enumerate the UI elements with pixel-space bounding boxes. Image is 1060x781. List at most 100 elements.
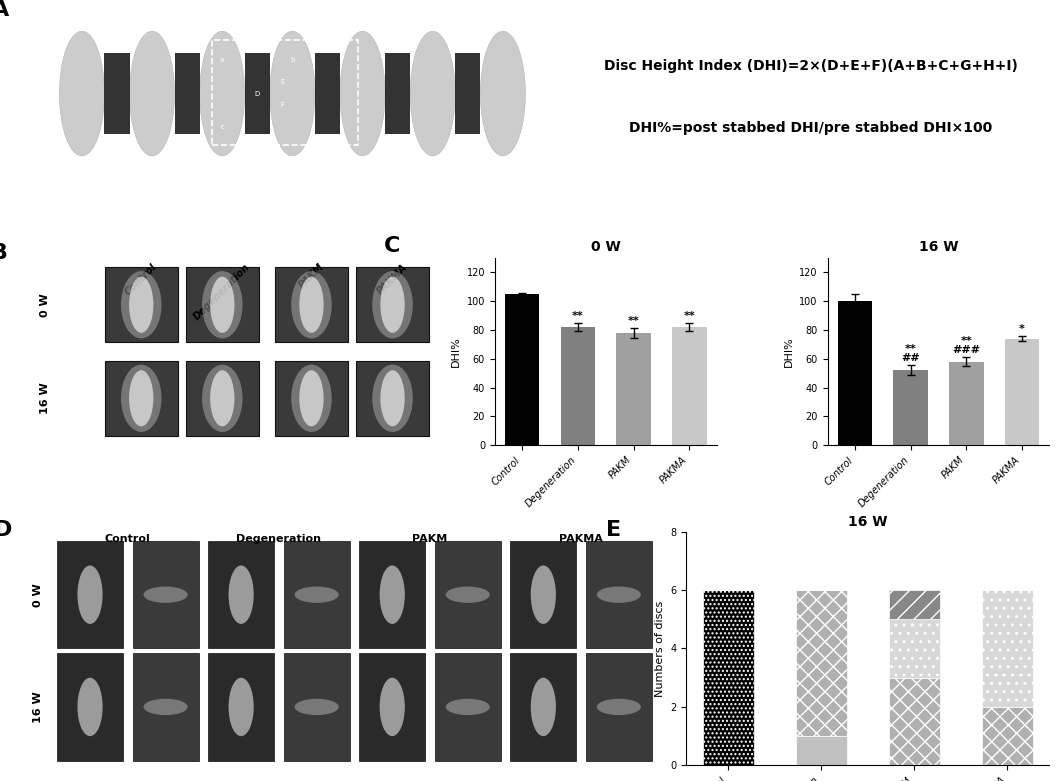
Ellipse shape — [379, 678, 405, 736]
Text: **: ** — [905, 344, 917, 355]
Ellipse shape — [299, 370, 323, 426]
Text: E: E — [280, 80, 284, 85]
FancyBboxPatch shape — [275, 267, 348, 342]
Ellipse shape — [597, 699, 641, 715]
FancyBboxPatch shape — [208, 541, 275, 648]
Text: *: * — [1019, 323, 1025, 333]
Ellipse shape — [129, 31, 175, 156]
Text: ##: ## — [901, 353, 920, 363]
Ellipse shape — [229, 565, 253, 624]
Text: c: c — [220, 124, 224, 130]
Bar — [796, 590, 847, 736]
Ellipse shape — [372, 271, 412, 338]
Ellipse shape — [597, 587, 641, 603]
FancyBboxPatch shape — [586, 653, 652, 761]
Bar — [949, 362, 984, 445]
Text: B: B — [0, 243, 8, 263]
FancyBboxPatch shape — [105, 361, 178, 436]
Text: **: ** — [960, 337, 972, 347]
FancyBboxPatch shape — [359, 653, 425, 761]
Ellipse shape — [531, 565, 555, 624]
Ellipse shape — [270, 31, 315, 156]
FancyBboxPatch shape — [510, 541, 577, 648]
Ellipse shape — [446, 699, 490, 715]
FancyBboxPatch shape — [57, 653, 123, 761]
Ellipse shape — [210, 276, 234, 333]
FancyBboxPatch shape — [435, 653, 500, 761]
Bar — [888, 619, 940, 678]
Ellipse shape — [121, 365, 161, 432]
Ellipse shape — [446, 587, 490, 603]
Text: **: ** — [684, 311, 695, 320]
Ellipse shape — [59, 31, 105, 156]
Ellipse shape — [143, 699, 188, 715]
Text: 16 W: 16 W — [40, 383, 50, 414]
Y-axis label: Numbers of discs: Numbers of discs — [655, 601, 665, 697]
Text: 0 W: 0 W — [40, 293, 50, 316]
Ellipse shape — [77, 678, 103, 736]
Text: E: E — [606, 520, 621, 540]
Text: 0 W: 0 W — [33, 583, 43, 607]
FancyBboxPatch shape — [510, 653, 577, 761]
Title: 16 W: 16 W — [848, 515, 887, 529]
Bar — [505, 294, 540, 445]
FancyBboxPatch shape — [435, 541, 500, 648]
Ellipse shape — [531, 678, 555, 736]
FancyBboxPatch shape — [284, 541, 350, 648]
Ellipse shape — [381, 370, 405, 426]
Bar — [212, 40, 357, 144]
FancyBboxPatch shape — [359, 541, 425, 648]
FancyBboxPatch shape — [275, 361, 348, 436]
Ellipse shape — [129, 370, 154, 426]
FancyBboxPatch shape — [208, 653, 275, 761]
Text: PAKMA: PAKMA — [560, 534, 603, 544]
Text: Degeneration: Degeneration — [192, 262, 252, 322]
Bar — [1005, 339, 1039, 445]
Text: PAKMA: PAKMA — [375, 262, 410, 296]
Text: DHI%=post stabbed DHI/pre stabbed DHI×100: DHI%=post stabbed DHI/pre stabbed DHI×10… — [630, 121, 992, 135]
Text: D: D — [254, 91, 260, 97]
Y-axis label: DHI%: DHI% — [783, 336, 794, 367]
Ellipse shape — [143, 587, 188, 603]
Text: Disc Height Index (DHI)=2×(D+E+F)(A+B+C+G+H+I): Disc Height Index (DHI)=2×(D+E+F)(A+B+C+… — [604, 59, 1018, 73]
FancyBboxPatch shape — [132, 653, 198, 761]
Bar — [105, 53, 129, 134]
Y-axis label: DHI%: DHI% — [450, 336, 461, 367]
FancyBboxPatch shape — [57, 541, 123, 648]
Bar — [245, 53, 270, 134]
Text: PAKM: PAKM — [412, 534, 447, 544]
Ellipse shape — [372, 365, 412, 432]
Bar — [888, 678, 940, 765]
Ellipse shape — [121, 271, 161, 338]
Bar — [616, 333, 651, 445]
Bar — [456, 53, 480, 134]
Text: C: C — [384, 236, 401, 255]
Text: Control: Control — [123, 262, 159, 298]
Text: 16 W: 16 W — [33, 691, 43, 722]
Bar — [315, 53, 340, 134]
FancyBboxPatch shape — [186, 361, 259, 436]
FancyBboxPatch shape — [356, 361, 429, 436]
Ellipse shape — [379, 565, 405, 624]
Title: 16 W: 16 W — [919, 240, 958, 254]
Ellipse shape — [295, 699, 339, 715]
Ellipse shape — [292, 365, 332, 432]
Text: **: ** — [572, 312, 584, 321]
Bar — [837, 301, 872, 445]
Ellipse shape — [129, 276, 154, 333]
Text: a: a — [220, 57, 225, 63]
Bar — [888, 590, 940, 619]
Bar — [385, 53, 410, 134]
Text: D: D — [0, 520, 13, 540]
Bar — [796, 736, 847, 765]
Title: 0 W: 0 W — [590, 240, 620, 254]
Text: PAKM: PAKM — [297, 262, 326, 291]
Ellipse shape — [229, 678, 253, 736]
Ellipse shape — [410, 31, 456, 156]
Text: b: b — [290, 57, 295, 63]
Ellipse shape — [77, 565, 103, 624]
Bar — [894, 370, 928, 445]
Text: Control: Control — [105, 534, 151, 544]
Bar — [703, 590, 754, 765]
Ellipse shape — [381, 276, 405, 333]
